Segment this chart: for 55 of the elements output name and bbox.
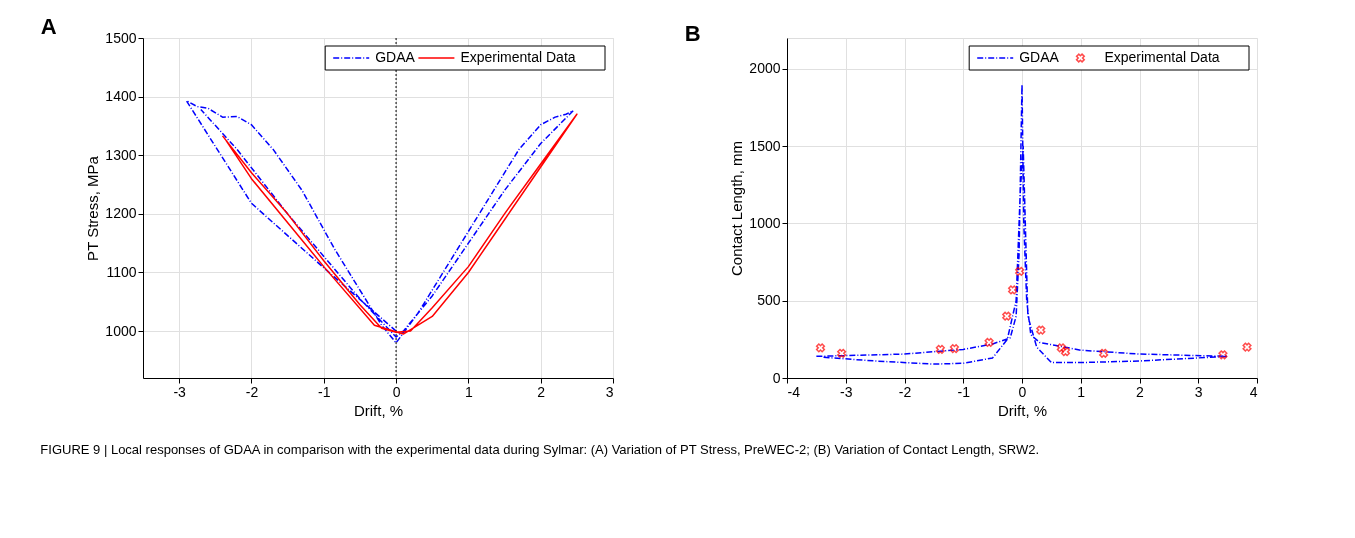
y-axis-title: PT Stress, MPa: [84, 155, 102, 261]
y-tick-label: 1400: [105, 88, 137, 105]
line-series: [815, 83, 1229, 365]
point: [1218, 350, 1228, 360]
x-tick-label: 3: [605, 383, 614, 400]
x-tick-label: -3: [840, 383, 853, 400]
legend-label: GDAA: [1019, 49, 1060, 65]
point: [949, 344, 960, 354]
y-tick-label: 0: [772, 369, 781, 386]
y-tick-label: 1100: [106, 263, 137, 280]
x-tick-label: -1: [957, 383, 971, 400]
caption: FIGURE 9 | Local responses of GDAA in comparison with the experimental data during Sylmar: (A) Variation of PT Stress, PreWEC-2; (B) Variation of Contact Length, SRW2.: [40, 441, 1040, 457]
x-tick-label: 4: [1249, 383, 1258, 400]
x-tick-label: -1: [318, 383, 331, 400]
x-axis-title: Drift, %: [353, 401, 404, 419]
point: [1242, 342, 1252, 352]
x-tick-label: -2: [898, 383, 912, 400]
chart-title: B: [684, 21, 701, 46]
x-tick-label: 0: [392, 383, 401, 400]
y-tick-label: 500: [757, 292, 781, 309]
x-tick-label: 0: [1018, 383, 1027, 400]
y-tick-label: 2000: [749, 60, 781, 77]
point: [984, 337, 994, 348]
x-tick-label: 3: [1194, 383, 1203, 400]
point: [1008, 285, 1018, 295]
legend-label: Experimental Data: [1104, 49, 1220, 65]
legend-label: GDAA: [375, 49, 416, 65]
x-tick-label: -4: [787, 383, 801, 400]
x-tick-label: 2: [1136, 383, 1145, 400]
chart-title: A: [40, 14, 57, 39]
x-tick-label: 1: [464, 383, 473, 400]
y-tick-label: 1500: [105, 29, 137, 46]
x-tick-label: 1: [1077, 383, 1086, 400]
point: [1099, 348, 1109, 358]
x-tick-label: -2: [245, 383, 259, 400]
y-tick-label: 1200: [105, 205, 137, 222]
point: [1056, 343, 1066, 353]
x-tick-label: -3: [173, 383, 187, 400]
x-axis-title: Drift, %: [997, 401, 1048, 419]
point: [1015, 266, 1025, 276]
y-tick-label: 1500: [749, 137, 781, 154]
y-tick-label: 1000: [749, 214, 781, 231]
y-tick-label: 1300: [105, 146, 137, 163]
x-tick-label: 2: [537, 383, 546, 400]
y-tick-label: 1000: [105, 322, 137, 339]
point: [1036, 325, 1046, 335]
point: [837, 348, 847, 358]
point: [815, 343, 826, 353]
point: [1002, 311, 1012, 321]
legend-label: Experimental Data: [460, 49, 576, 65]
point: [935, 344, 945, 354]
line-series: [185, 99, 574, 344]
y-axis-title: Contact Length, mm: [728, 140, 746, 277]
line-series: [221, 113, 578, 335]
point: [1060, 347, 1071, 357]
